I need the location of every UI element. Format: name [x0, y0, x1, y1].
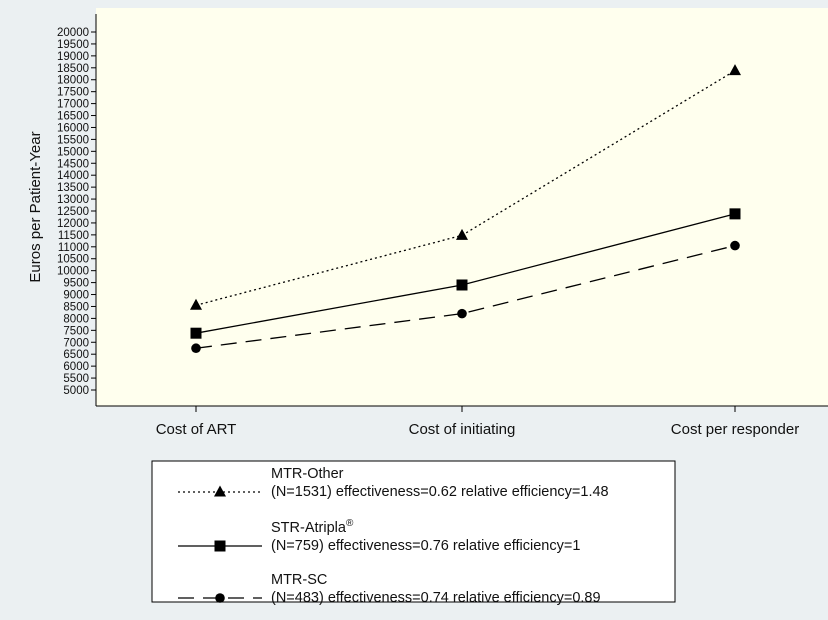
y-axis: 5000550060006500700075008000850090009500… [57, 14, 97, 406]
series-mtr-other [190, 64, 741, 310]
y-tick-label: 8500 [63, 301, 89, 313]
y-tick-label: 12000 [57, 218, 89, 230]
data-point [729, 208, 741, 220]
legend-entry: STR-Atripla® (N=759) effectiveness=0.76 r… [178, 518, 580, 554]
legend: MTR-Other (N=1531) effectiveness=0.62 rel… [151, 460, 676, 606]
data-point [190, 298, 202, 310]
y-tick-label: 14500 [57, 158, 89, 170]
data-point [456, 228, 468, 240]
y-tick-label: 11000 [58, 242, 89, 254]
y-tick-label: 10500 [57, 254, 89, 266]
y-tick-label: 13000 [57, 194, 89, 206]
legend-series-detail: (N=759) effectiveness=0.76 relative effi… [271, 538, 580, 554]
y-tick-label: 15500 [57, 134, 89, 146]
series-str-atripla [190, 208, 741, 339]
y-tick-label: 18000 [57, 75, 89, 87]
plot-area [96, 8, 828, 406]
y-tick-label: 10000 [57, 266, 89, 278]
legend-marker [214, 485, 226, 497]
data-point [730, 240, 740, 251]
y-tick-label: 7000 [63, 337, 89, 349]
legend-box [151, 460, 676, 603]
y-tick-label: 13500 [57, 182, 89, 194]
y-tick-label: 5000 [63, 385, 89, 397]
series-layer [190, 64, 741, 354]
x-axis: Cost of ART Cost of initiating Cost per re… [96, 405, 828, 438]
y-tick-label: 11500 [58, 230, 89, 242]
x-tick-label: Cost of initiating [409, 421, 516, 438]
y-tick-label: 7500 [63, 325, 89, 337]
y-axis-title: Euros per Patient-Year [27, 131, 44, 282]
y-tick-label: 19500 [57, 39, 89, 51]
legend-entry: MTR-Other (N=1531) effectiveness=0.62 rel… [178, 466, 609, 500]
y-tick-label: 9000 [63, 290, 89, 302]
y-tick-label: 6500 [63, 349, 89, 361]
y-tick-label: 9500 [63, 278, 89, 290]
data-point [190, 327, 202, 339]
legend-marker [215, 593, 225, 603]
data-point [457, 308, 467, 319]
legend-entry: MTR-SC (N=483) effectiveness=0.74 relativ… [178, 572, 601, 606]
y-tick-label: 16500 [57, 111, 89, 123]
data-point [729, 64, 741, 76]
x-tick-label: Cost per responder [671, 421, 799, 438]
y-tick-label: 20000 [57, 27, 89, 39]
y-tick-label: 6000 [63, 361, 89, 373]
legend-series-detail: (N=1531) effectiveness=0.62 relative eff… [271, 484, 609, 500]
data-point [456, 279, 468, 291]
y-tick-label: 5500 [63, 373, 89, 385]
y-tick-label: 17000 [57, 99, 89, 111]
data-point [191, 343, 201, 354]
y-tick-label: 17500 [57, 87, 89, 99]
y-tick-label: 12500 [57, 206, 89, 218]
y-tick-label: 19000 [57, 51, 89, 63]
series-mtr-sc [191, 240, 740, 354]
y-tick-label: 14000 [57, 170, 89, 182]
series-line [195, 244, 736, 349]
legend-series-name: STR-Atripla® [271, 518, 354, 536]
legend-marker [214, 540, 226, 552]
legend-series-detail: (N=483) effectiveness=0.74 relative effi… [271, 590, 601, 606]
y-tick-label: 8000 [63, 313, 89, 325]
y-tick-label: 15000 [57, 146, 89, 158]
y-tick-label: 18500 [57, 63, 89, 75]
y-tick-label: 16000 [57, 122, 89, 134]
legend-series-name: MTR-Other [271, 466, 344, 482]
x-tick-label: Cost of ART [156, 421, 237, 438]
legend-series-name: MTR-SC [271, 572, 327, 588]
